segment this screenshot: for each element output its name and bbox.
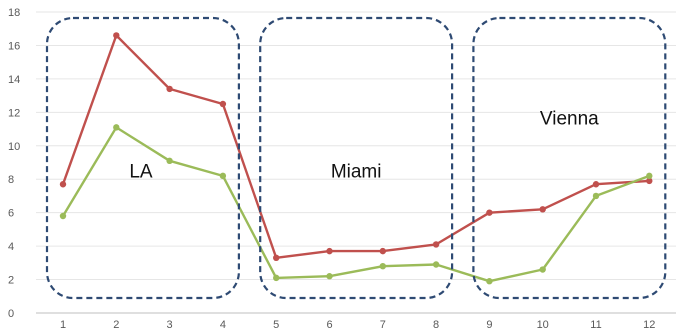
y-tick-label: 18	[8, 7, 20, 19]
series-1-point	[219, 100, 227, 108]
series-2-point	[432, 261, 440, 268]
series-1-point	[273, 254, 280, 262]
y-tick-label: 2	[8, 275, 14, 287]
x-tick-label: 5	[273, 319, 279, 331]
series-2-point	[326, 273, 333, 280]
x-tick-label: 7	[380, 319, 386, 331]
series-2-point	[486, 278, 493, 285]
y-tick-label: 14	[8, 74, 20, 86]
y-tick-label: 0	[8, 308, 14, 320]
x-tick-label: 11	[590, 319, 601, 331]
series-2-point	[273, 274, 280, 282]
series-1-point	[113, 32, 120, 39]
y-tick-label: 10	[8, 141, 20, 153]
annotation-label: LA	[129, 162, 153, 183]
series-2-point	[539, 266, 546, 273]
x-tick-label: 10	[537, 319, 549, 331]
annotation-layer: LA Miami Vienna	[45, 16, 667, 300]
annotation-label: Miami	[331, 162, 382, 183]
series-1-point	[592, 181, 600, 188]
x-tick-label: 8	[433, 319, 439, 331]
series-2-point	[166, 157, 173, 165]
series-1-point	[486, 209, 493, 216]
series-1-point	[646, 177, 653, 185]
series-2-point	[379, 262, 386, 270]
annotation-box	[259, 16, 454, 300]
series-1-point	[59, 181, 67, 188]
y-tick-label: 16	[8, 40, 20, 52]
series-layer	[59, 32, 653, 285]
x-tick-label: 2	[113, 319, 119, 331]
series-2-point	[646, 172, 653, 180]
series-1-point	[379, 247, 386, 255]
grid-layer	[36, 11, 676, 281]
annotation-box	[45, 16, 240, 300]
x-tick-label: 3	[167, 319, 173, 331]
x-tick-label: 12	[643, 319, 655, 331]
x-tick-label: 9	[486, 319, 492, 331]
series-1-point	[539, 206, 546, 213]
series-2-point	[592, 192, 600, 200]
series-line-1	[61, 34, 650, 259]
series-1-point	[432, 241, 440, 248]
y-tick-label: 4	[8, 241, 14, 253]
series-1-point	[326, 247, 333, 255]
series-2-point	[113, 124, 120, 131]
y-tick-label: 8	[8, 174, 14, 186]
series-1-point	[166, 85, 173, 93]
series-2-point	[59, 212, 67, 220]
x-tick-label: 6	[326, 319, 332, 331]
x-tick-label: 1	[60, 319, 66, 331]
y-tick-label: 12	[8, 107, 20, 119]
series-2-point	[219, 172, 227, 180]
annotation-box	[472, 16, 667, 300]
annotation-label: Vienna	[540, 108, 599, 129]
y-tick-label: 6	[8, 208, 14, 220]
x-tick-label: 4	[220, 319, 226, 331]
series-line-2	[61, 126, 650, 283]
